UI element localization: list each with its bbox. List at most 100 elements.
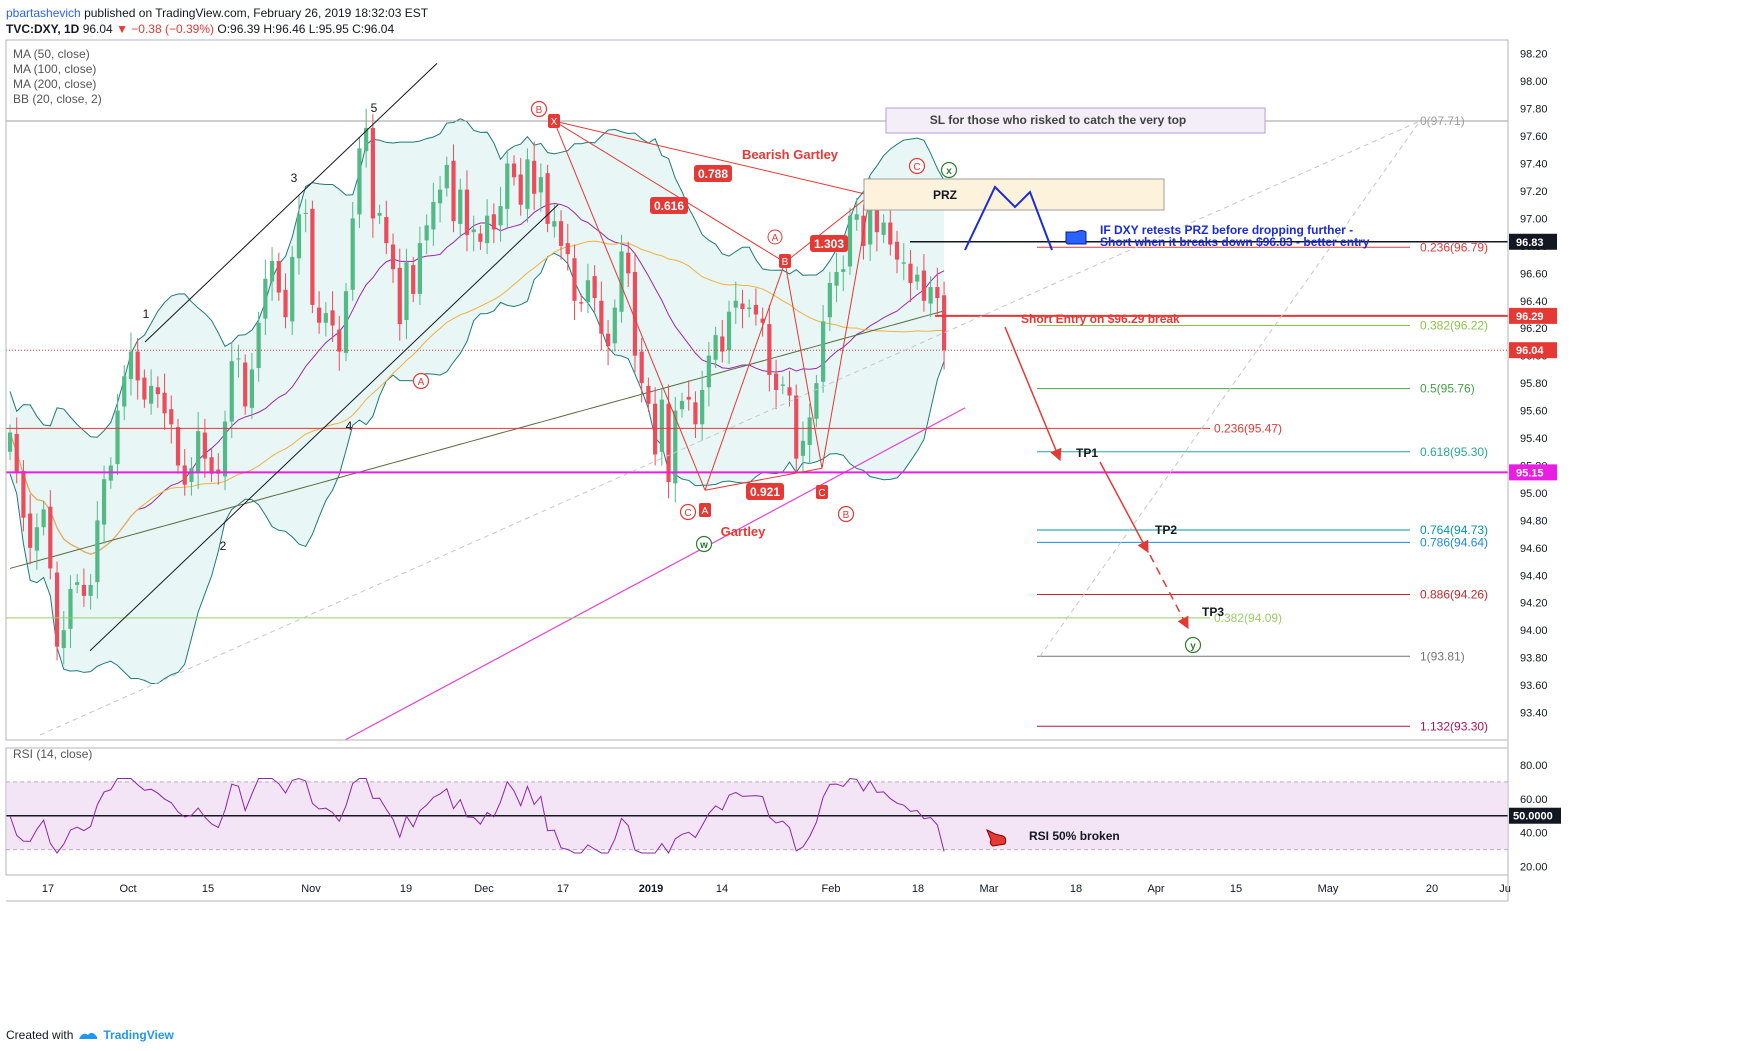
candle-body: [720, 336, 725, 352]
candle-body: [269, 260, 275, 282]
candle-body: [767, 324, 772, 375]
ohlc-values: O:96.39 H:96.46 L:95.95 C:96.04: [217, 22, 395, 36]
ma200-line: [344, 407, 966, 741]
candle-body: [256, 322, 261, 369]
wave-circle-label: y: [1190, 641, 1196, 652]
candle-body: [545, 173, 550, 224]
ratio-text: 0.616: [654, 199, 684, 213]
price-axis-badge-text: 96.29: [1516, 311, 1544, 323]
price-tick-label: 94.40: [1520, 570, 1548, 582]
tradingview-brand[interactable]: TradingView: [103, 1028, 174, 1042]
impulse-wave-label: 3: [291, 171, 298, 185]
candle-body: [935, 287, 940, 299]
candle-body: [7, 432, 13, 452]
fib-level-label: 0.5(95.76): [1420, 382, 1475, 396]
price-axis-badge: [1509, 307, 1557, 324]
candle-body: [377, 212, 382, 216]
annotations: 0.7880.6161.3030.921XABCDABCBCxwyA12345B…: [13, 47, 1370, 847]
candle-body: [357, 148, 362, 215]
chart-header: pbartashevich published on TradingView.c…: [6, 4, 1756, 40]
candle-body: [162, 392, 167, 414]
point-label: B: [782, 257, 789, 268]
candle-body: [800, 440, 806, 456]
indicator-legend-item: MA (200, close): [13, 77, 96, 91]
candle-body: [928, 287, 933, 304]
candle-body: [81, 584, 87, 596]
ratio-text: 1.303: [814, 237, 844, 251]
pattern-leg-CD: [821, 195, 871, 469]
candle-body: [236, 358, 241, 360]
candle-body: [532, 160, 537, 194]
short-entry-label: Short Entry on $96.29 break: [1021, 312, 1180, 326]
candle-body: [290, 256, 295, 322]
candle-body: [202, 432, 207, 459]
time-tick-label: Apr: [1147, 883, 1164, 895]
created-with-text: Created with: [6, 1028, 74, 1042]
price-tick-label: 94.60: [1520, 543, 1548, 555]
wave-circle-label: A: [418, 377, 425, 388]
candle-body: [626, 252, 631, 274]
candle-body: [431, 201, 436, 230]
price-tick-label: 97.00: [1520, 213, 1548, 225]
tradingview-logo-icon: [79, 1032, 98, 1039]
fib-level-label: 0.236(95.47): [1214, 421, 1282, 435]
sl-box: [885, 107, 1266, 134]
price-tick-label: 93.60: [1520, 680, 1548, 692]
candle-body: [592, 276, 597, 299]
candle-body: [525, 159, 530, 209]
publish-line: pbartashevich published on TradingView.c…: [6, 6, 428, 20]
candle-body: [296, 214, 302, 259]
candle-body: [478, 233, 483, 242]
time-tick-label: 15: [202, 883, 214, 895]
sl-text: SL for those who risked to catch the ver…: [930, 113, 1187, 127]
retest-text-line1: IF DXY retests PRZ before dropping furth…: [1100, 223, 1353, 237]
candle-body: [169, 409, 174, 425]
time-tick-label: Feb: [822, 883, 841, 895]
tp2-label: TP2: [1155, 523, 1177, 537]
fib-level-label: 0.618(95.30): [1420, 445, 1488, 459]
price-tick-label: 96.40: [1520, 296, 1548, 308]
candle-body: [337, 329, 342, 352]
time-tick-label: Oct: [119, 883, 136, 895]
retest-text-line2: Short when it breaks down $96.83 - bette…: [1100, 235, 1370, 249]
candle-body: [901, 262, 906, 264]
candle-body: [303, 212, 308, 214]
price-tick-label: 94.00: [1520, 625, 1548, 637]
candle-body: [417, 243, 423, 294]
price-tick-label: 96.60: [1520, 268, 1548, 280]
indicator-legend-item: MA (100, close): [13, 62, 96, 76]
fib-diagonal-2: [1039, 120, 1421, 657]
candle-body: [686, 396, 691, 400]
rsi-legend: RSI (14, close): [13, 747, 92, 761]
pattern-leg-BD: [784, 194, 871, 263]
price-tick-label: 97.60: [1520, 131, 1548, 143]
candle-body: [632, 271, 638, 356]
time-tick-label: 17: [42, 883, 54, 895]
fib-level-label: 0.382(96.22): [1420, 318, 1488, 332]
time-tick-label: Nov: [301, 883, 321, 895]
candle-body: [908, 263, 913, 283]
candle-body: [471, 229, 476, 233]
fib-level-label: 1.132(93.30): [1420, 719, 1488, 733]
candle-body: [149, 385, 154, 404]
candle-body: [639, 351, 644, 384]
candle-body: [605, 333, 611, 347]
rsi-broken-label: RSI 50% broken: [1029, 829, 1120, 843]
candle-body: [847, 215, 853, 267]
candle-body: [572, 258, 577, 301]
ratio-box: [810, 235, 848, 252]
wave-circle: [837, 505, 855, 523]
price-axis-badge-text: 96.83: [1516, 237, 1544, 249]
candle-body: [451, 160, 456, 222]
hand-shape: [986, 828, 1007, 847]
candle-body: [317, 307, 322, 323]
candle-body: [75, 582, 80, 585]
candle-body: [444, 164, 449, 189]
candle-body: [599, 300, 604, 334]
candle-body: [14, 433, 19, 473]
candle-body: [821, 321, 826, 382]
author-link[interactable]: pbartashevich: [6, 6, 81, 20]
candle-body: [115, 410, 120, 465]
wave-circle-label: x: [946, 166, 952, 177]
